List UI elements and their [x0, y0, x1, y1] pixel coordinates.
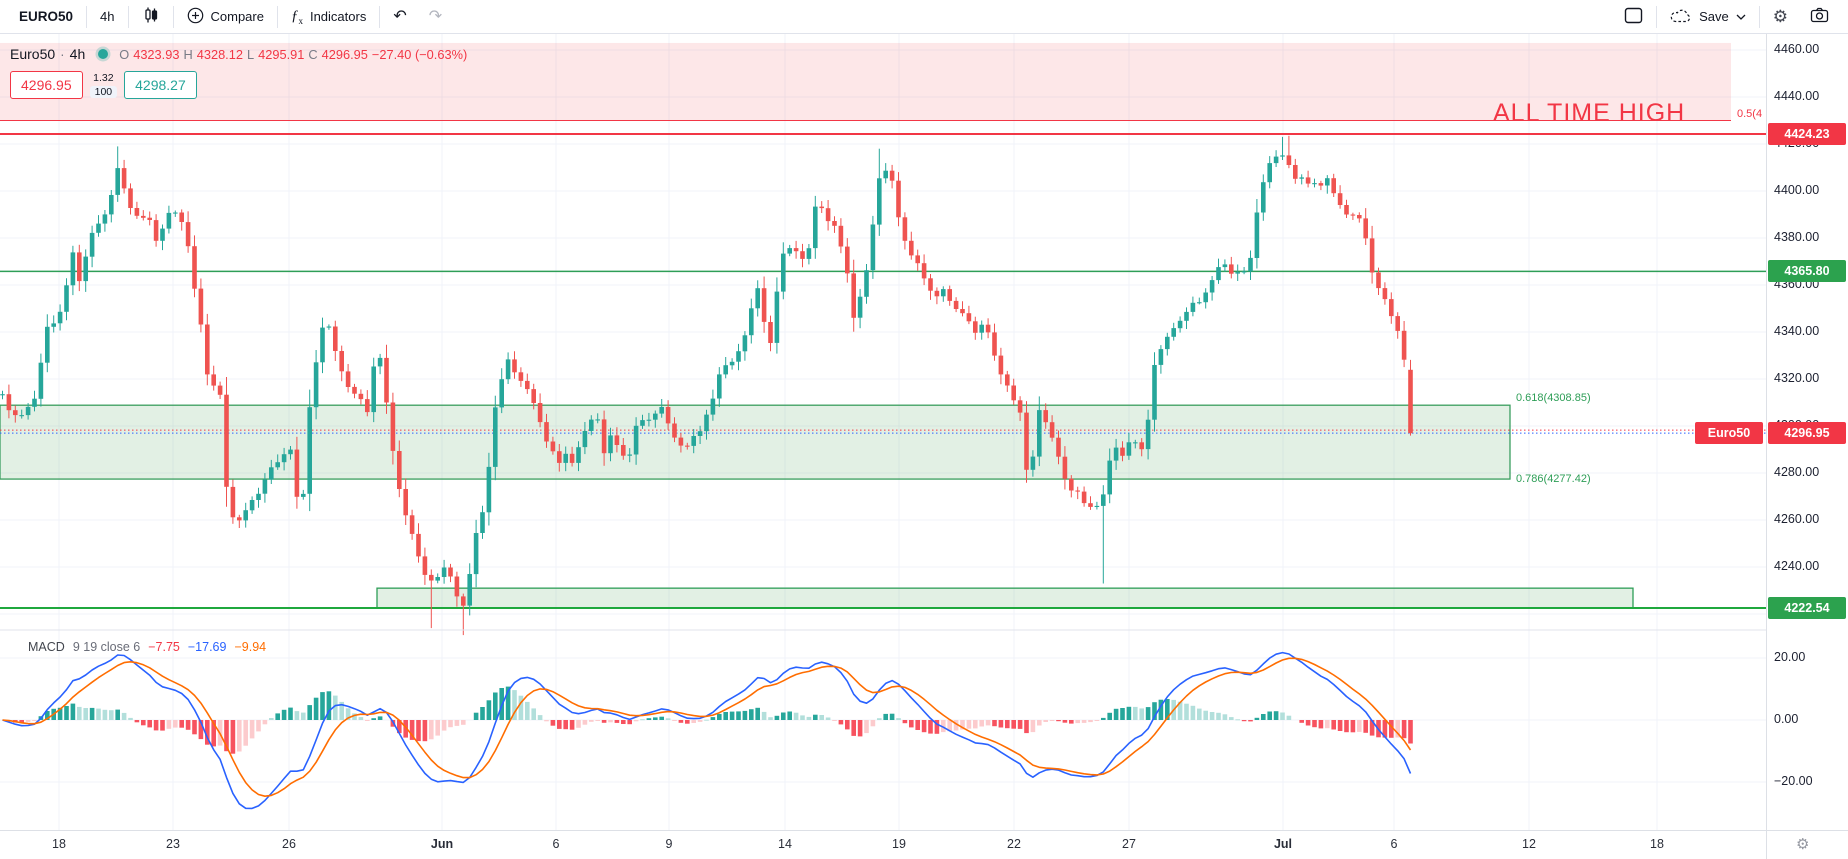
chart-legend[interactable]: Euro50 · 4h O 4323.93 H 4328.12 L 4295.91 C… [10, 46, 467, 62]
spread-indicator: 1.32 100 [89, 71, 118, 99]
toolbar-divider [1656, 5, 1658, 28]
price-level-badge: 4222.54 [1768, 597, 1846, 620]
undo-icon: ↶ [393, 7, 407, 25]
axis-settings-gear-icon[interactable]: ⚙ [1796, 836, 1810, 853]
legend-symbol: Euro50 [10, 46, 56, 62]
indicators-label: Indicators [309, 9, 367, 24]
time-axis-label: Jul [1273, 837, 1293, 851]
toolbar-divider [276, 5, 278, 28]
market-status-dot-icon [98, 49, 109, 59]
macd-signal-line [2, 657, 1412, 798]
spread-units: 100 [89, 86, 118, 98]
macd-axis-label: −20.00 [1774, 774, 1813, 788]
redo-icon: ↷ [428, 7, 443, 25]
buy-price-button[interactable]: 4298.27 [124, 71, 197, 99]
price-axis-label: 4340.00 [1774, 324, 1820, 338]
save-button[interactable]: Save [1659, 3, 1757, 31]
ath-zone [0, 42, 1731, 121]
top-toolbar: EURO50 4h Compare ƒx Indicators [0, 0, 1848, 34]
price-axis-label: 4240.00 [1774, 559, 1820, 573]
toolbar-divider [127, 5, 129, 28]
chevron-down-icon [1736, 14, 1746, 20]
demand-box [376, 587, 1634, 609]
screenshot-button[interactable] [1799, 3, 1840, 31]
change-value: −27.40 (−0.63%) [371, 46, 468, 62]
toolbar-divider [379, 5, 381, 28]
spread-value: 1.32 [93, 72, 114, 84]
price-level-badge: 4424.23 [1768, 123, 1846, 146]
time-axis-label: 14 [778, 837, 792, 851]
price-axis-label: 4380.00 [1774, 230, 1820, 244]
macd-signal-value: −9.94 [234, 640, 267, 654]
ohlc-values: O 4323.93 H 4328.12 L 4295.91 C 4296.95 −27.… [119, 46, 468, 62]
symbol-price-label: Euro50 [1695, 422, 1763, 445]
legend-interval: 4h [69, 46, 86, 62]
macd-axis-label: 0.00 [1774, 712, 1799, 726]
time-axis-label: 9 [665, 837, 673, 851]
fib-618-label: 0.618(4308.85) [1516, 392, 1591, 404]
sell-price-button[interactable]: 4296.95 [10, 71, 83, 99]
current-price-badge: 4296.95 [1768, 422, 1846, 445]
legend-separator: · [60, 46, 65, 62]
cloud-icon [1670, 8, 1692, 26]
fib-05-label: 0.5(4 [1737, 108, 1763, 120]
macd-legend[interactable]: MACD 9 19 close 6 −7.75 −17.69 −9.94 [28, 640, 266, 654]
price-axis[interactable]: 4460.004440.004420.004400.004380.004360.… [1766, 34, 1848, 830]
fib-786-label: 0.786(4277.42) [1516, 473, 1591, 485]
time-axis-label: 22 [1007, 837, 1021, 851]
time-axis-label: 18 [1650, 837, 1664, 851]
symbol-button[interactable]: EURO50 [8, 3, 84, 31]
time-axis-label: Jun [430, 837, 454, 851]
layout-button[interactable] [1613, 3, 1654, 31]
macd-hist-value: −7.75 [148, 640, 180, 654]
compare-button[interactable]: Compare [176, 3, 275, 31]
save-label: Save [1699, 9, 1729, 24]
time-axis-label: 27 [1122, 837, 1136, 851]
price-chart-canvas[interactable] [0, 0, 1766, 830]
candlesticks [0, 135, 1413, 636]
undo-button[interactable]: ↶ [382, 3, 417, 31]
macd-axis-label: 20.00 [1774, 650, 1806, 664]
time-axis-label: 23 [166, 837, 180, 851]
macd-params: 9 19 close 6 [72, 640, 141, 654]
plus-circle-icon [187, 7, 204, 27]
toolbar-divider [1758, 5, 1760, 28]
time-axis-label: 26 [282, 837, 296, 851]
toolbar-divider [172, 5, 174, 28]
time-axis-label: 19 [892, 837, 906, 851]
chart-style-button[interactable] [131, 3, 171, 31]
indicators-button[interactable]: ƒx Indicators [280, 3, 377, 31]
price-axis-label: 4400.00 [1774, 183, 1820, 197]
macd-line-value: −17.69 [187, 640, 227, 654]
compare-label: Compare [210, 9, 264, 24]
quote-row: 4296.95 1.32 100 4298.27 [10, 71, 197, 99]
interval-button[interactable]: 4h [89, 3, 125, 31]
price-axis-label: 4320.00 [1774, 371, 1820, 385]
camera-icon [1810, 7, 1829, 26]
price-axis-label: 4440.00 [1774, 89, 1820, 103]
price-level-badge: 4365.80 [1768, 260, 1846, 283]
fib-zone [0, 404, 1511, 480]
macd-histogram [6, 686, 1413, 754]
price-axis-label: 4280.00 [1774, 465, 1820, 479]
all-time-high-text[interactable]: ALL TIME HIGH [1493, 99, 1686, 127]
redo-button[interactable]: ↷ [418, 3, 453, 31]
time-axis-label: 18 [52, 837, 66, 851]
layout-icon [1624, 7, 1643, 27]
macd-name: MACD [28, 640, 65, 654]
fx-indicators-icon: ƒx [290, 7, 303, 26]
time-axis-label: 6 [1390, 837, 1398, 851]
price-axis-label: 4260.00 [1774, 512, 1820, 526]
candlestick-icon [142, 6, 160, 27]
axis-divider [1766, 34, 1767, 859]
time-axis[interactable]: ⚙ 18 23 26 Jun 6 9 14 19 22 27 Jul 6 12 18 [0, 830, 1848, 859]
time-axis-label: 6 [552, 837, 560, 851]
settings-button[interactable]: ⚙ [1762, 3, 1799, 31]
time-axis-label: 12 [1522, 837, 1536, 851]
price-axis-label: 4460.00 [1774, 42, 1820, 56]
toolbar-divider [86, 5, 88, 28]
gear-icon: ⚙ [1772, 6, 1788, 26]
